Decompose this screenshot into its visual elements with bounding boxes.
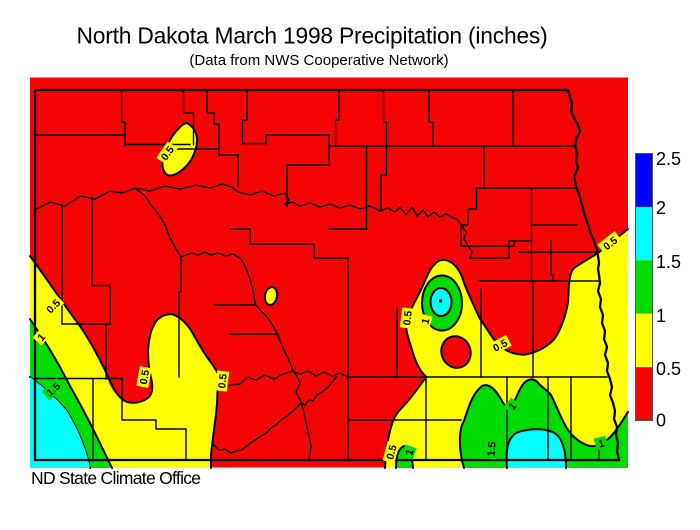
svg-text:1: 1 xyxy=(597,437,606,450)
svg-text:0.5: 0.5 xyxy=(138,369,152,386)
svg-text:2: 2 xyxy=(656,198,666,218)
svg-text:2.5: 2.5 xyxy=(656,149,681,169)
svg-text:0.5: 0.5 xyxy=(216,373,230,389)
svg-text:(Data from NWS Cooperative Net: (Data from NWS Cooperative Network) xyxy=(189,52,448,69)
svg-text:1.5: 1.5 xyxy=(485,441,498,457)
svg-text:0.5: 0.5 xyxy=(384,444,399,461)
svg-text:North Dakota March 1998 Precip: North Dakota March 1998 Precipitation (i… xyxy=(76,23,547,49)
svg-text:0.5: 0.5 xyxy=(656,359,681,379)
svg-text:1: 1 xyxy=(403,447,416,457)
svg-text:1: 1 xyxy=(656,306,666,326)
svg-text:0.5: 0.5 xyxy=(401,310,415,326)
svg-text:0: 0 xyxy=(656,411,666,431)
svg-text:ND State Climate Office: ND State Climate Office xyxy=(31,468,200,488)
svg-text:1.5: 1.5 xyxy=(656,252,681,272)
svg-text:1: 1 xyxy=(419,317,432,326)
